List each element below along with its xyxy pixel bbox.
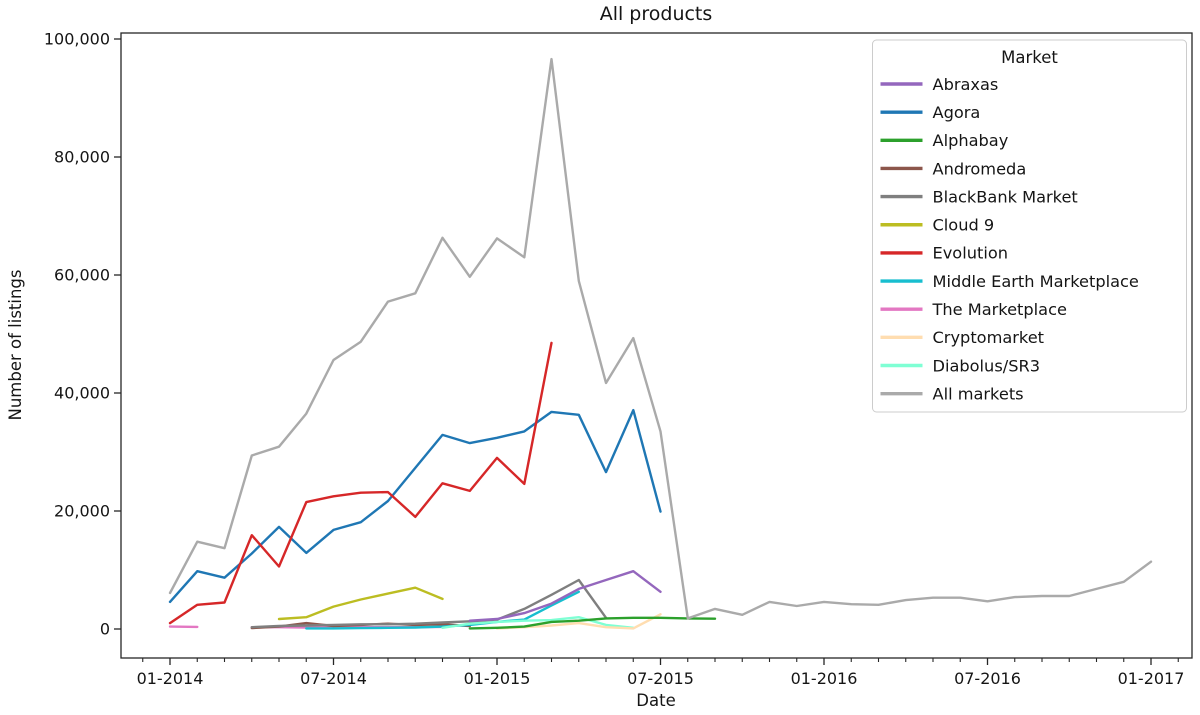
legend-label: Alphabay (933, 131, 1009, 150)
series-line (168, 341, 553, 625)
legend-box (872, 39, 1187, 413)
legend-label: All markets (933, 384, 1024, 403)
legend-label: Cryptomarket (933, 328, 1045, 347)
series-line (468, 616, 717, 630)
x-tick-label: 07-2014 (300, 669, 367, 688)
legend-item-middle-earth-marketplace: Middle Earth Marketplace (880, 272, 1139, 291)
legend-label: Agora (933, 103, 981, 122)
series-evolution (168, 341, 553, 625)
x-tick-label: 07-2016 (954, 669, 1021, 688)
x-axis-label: Date (636, 691, 676, 710)
legend-label: Cloud 9 (933, 216, 995, 235)
y-tick-label: 20,000 (54, 502, 110, 521)
y-tick-label: 100,000 (44, 30, 110, 49)
legend-item-andromeda: Andromeda (880, 159, 1027, 178)
series-line (277, 586, 444, 621)
legend-label: The Marketplace (932, 300, 1067, 319)
series-agora (168, 408, 662, 604)
y-tick-label: 40,000 (54, 384, 110, 403)
x-tick-label: 01-2015 (464, 669, 531, 688)
series-diabolus-sr3 (441, 616, 635, 629)
legend-item-the-marketplace: The Marketplace (880, 300, 1067, 319)
series-all-markets (168, 57, 1153, 620)
legend-label: Evolution (933, 244, 1008, 263)
series-line (168, 57, 1153, 620)
y-tick-label: 60,000 (54, 266, 110, 285)
series-line (250, 578, 608, 629)
x-tick-label: 01-2014 (137, 669, 204, 688)
y-tick-label: 0 (100, 620, 110, 639)
legend-label: BlackBank Market (933, 187, 1078, 206)
legend-title: Market (1001, 48, 1058, 67)
y-axis-label: Number of listings (6, 269, 25, 421)
legend-item-abraxas: Abraxas (880, 75, 999, 94)
y-tick-label: 80,000 (54, 148, 110, 167)
legend-item-all-markets: All markets (880, 384, 1024, 403)
legend-label: Andromeda (933, 159, 1027, 178)
series-line (168, 408, 662, 604)
series-line (468, 570, 662, 622)
x-tick-label: 01-2017 (1118, 669, 1185, 688)
legend-item-agora: Agora (880, 103, 981, 122)
series-lines (168, 57, 1153, 630)
axes-ticks: 0 20,000 40,000 60,000 80,000 100,000 01-2014 0… (44, 30, 1185, 689)
series-blackbank-market (250, 578, 608, 629)
x-tick-label: 01-2016 (791, 669, 858, 688)
legend-item-cloud-9: Cloud 9 (880, 216, 995, 235)
plot-border (120, 32, 1193, 659)
legend-item-blackbank-market: BlackBank Market (880, 187, 1078, 206)
legend-item-alphabay: Alphabay (880, 131, 1009, 150)
legend-item-evolution: Evolution (880, 244, 1008, 263)
series-cloud-9 (277, 586, 444, 621)
series-alphabay (468, 616, 717, 630)
legend-label: Middle Earth Marketplace (933, 272, 1139, 291)
x-tick-label: 07-2015 (627, 669, 694, 688)
legend-item-diabolus-sr3: Diabolus/SR3 (880, 356, 1041, 375)
series-abraxas (468, 570, 662, 622)
legend-label: Abraxas (933, 75, 999, 94)
legend-label: Diabolus/SR3 (933, 356, 1041, 375)
legend-item-cryptomarket: Cryptomarket (880, 328, 1045, 347)
series-line (441, 616, 635, 629)
chart-title: All products (599, 3, 713, 25)
